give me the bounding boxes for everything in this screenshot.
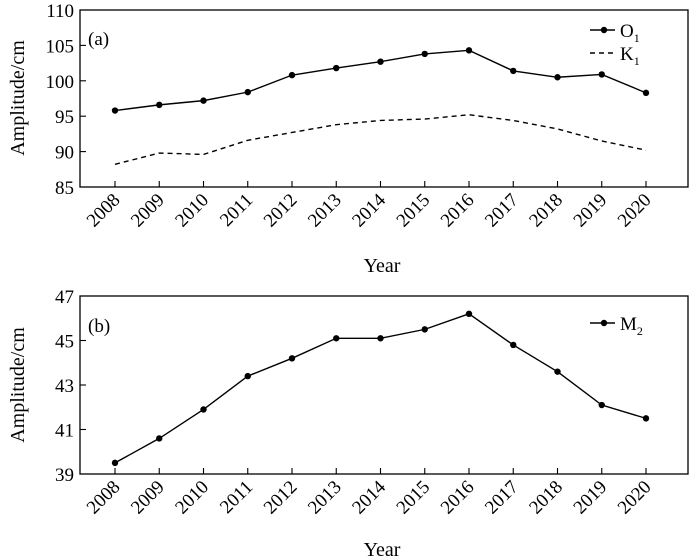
- data-point-o1: [465, 47, 473, 54]
- data-point-m2: [642, 415, 650, 422]
- data-point-o1: [200, 97, 207, 104]
- legend-a: O1 K1: [590, 21, 640, 68]
- legend-k1-subscript: 1: [634, 54, 640, 68]
- series-group-a: [111, 47, 650, 166]
- x-tick-label: 2008: [83, 477, 125, 519]
- y-tick-label: 90: [55, 143, 74, 164]
- data-point-o1: [244, 88, 251, 96]
- data-point-m2: [421, 326, 428, 333]
- legend-b: M2: [590, 314, 643, 338]
- y-tick-label: 47: [55, 287, 74, 308]
- data-point-m2: [510, 341, 517, 349]
- legend-entry-o1: O1: [620, 21, 640, 45]
- x-tick-label: 2020: [614, 477, 656, 519]
- y-tick-label: 41: [55, 421, 74, 442]
- legend-k1-name: K: [620, 44, 634, 65]
- data-point-o1: [156, 101, 163, 109]
- legend-m2-subscript: 2: [637, 324, 643, 338]
- data-point-m2: [200, 406, 207, 413]
- legend-o1-name: O: [620, 21, 634, 42]
- data-point-m2: [156, 435, 163, 442]
- data-point-o1: [554, 74, 561, 81]
- data-point-m2: [554, 368, 561, 375]
- x-tick-label: 2010: [171, 477, 213, 519]
- y-axis-label-a: Amplitude/cm: [7, 40, 29, 156]
- y-tick-label: 45: [55, 332, 74, 353]
- y-tick-label: 39: [55, 465, 74, 486]
- x-axis-label-b: Year: [364, 539, 401, 558]
- x-tick-label: 2009: [127, 190, 169, 232]
- x-tick-label: 2020: [614, 190, 656, 232]
- x-tick-label: 2015: [393, 477, 435, 519]
- data-point-o1: [598, 71, 605, 78]
- legend-marker-m2: [600, 319, 608, 327]
- data-point-o1: [288, 71, 296, 79]
- x-tick-label: 2012: [260, 190, 302, 232]
- x-tick-label: 2018: [525, 477, 567, 519]
- x-tick-label: 2008: [83, 190, 125, 232]
- x-tick-label: 2017: [481, 190, 523, 232]
- y-tick-label: 100: [46, 72, 75, 93]
- x-tick-label: 2014: [348, 476, 390, 518]
- data-point-m2: [377, 335, 384, 342]
- x-tick-label: 2016: [437, 190, 479, 232]
- y-tick-label: 43: [55, 376, 74, 397]
- data-point-o1: [333, 64, 340, 72]
- data-point-o1: [377, 58, 384, 65]
- series-group-b: [111, 310, 650, 467]
- legend-entry-m2: M2: [620, 314, 643, 338]
- legend-marker-o1: [600, 26, 608, 34]
- plot-frame-a: [79, 9, 689, 188]
- x-tick-label: 2011: [216, 190, 257, 231]
- x-tick-label: 2014: [348, 189, 390, 231]
- x-tick-label: 2015: [393, 190, 435, 232]
- legend-o1-subscript: 1: [634, 31, 640, 45]
- y-tick-label: 110: [46, 1, 74, 22]
- y-tick-label: 105: [46, 36, 75, 57]
- x-tick-label: 2011: [216, 477, 257, 518]
- x-tick-label: 2013: [304, 477, 346, 519]
- data-point-o1: [111, 107, 119, 114]
- x-tick-label: 2018: [525, 190, 567, 232]
- data-point-o1: [642, 89, 650, 97]
- data-point-o1: [421, 50, 428, 58]
- x-tick-label: 2019: [570, 477, 612, 519]
- x-tick-label: 2009: [127, 477, 169, 519]
- x-tick-label: 2016: [437, 477, 479, 519]
- data-point-m2: [333, 335, 340, 342]
- panel-label-b: (b): [88, 316, 110, 337]
- x-tick-label: 2010: [171, 190, 213, 232]
- y-tick-label: 85: [55, 178, 74, 199]
- x-axis-label-a: Year: [364, 255, 401, 277]
- panel-label-a: (a): [88, 29, 109, 50]
- x-tick-label: 2013: [304, 190, 346, 232]
- legend-entry-k1: K1: [620, 44, 640, 68]
- data-point-m2: [111, 459, 119, 467]
- data-point-m2: [288, 355, 296, 362]
- y-tick-label: 95: [55, 107, 74, 128]
- data-point-m2: [598, 401, 605, 409]
- x-tick-label: 2012: [260, 477, 302, 519]
- y-axis-label-b: Amplitude/cm: [7, 327, 29, 443]
- data-point-m2: [244, 372, 251, 380]
- legend-m2-name: M: [620, 314, 637, 335]
- x-tick-label: 2019: [570, 190, 612, 232]
- data-point-o1: [510, 67, 517, 75]
- series-line-k1: [114, 114, 647, 166]
- data-point-m2: [465, 310, 473, 317]
- x-tick-label: 2017: [481, 477, 523, 519]
